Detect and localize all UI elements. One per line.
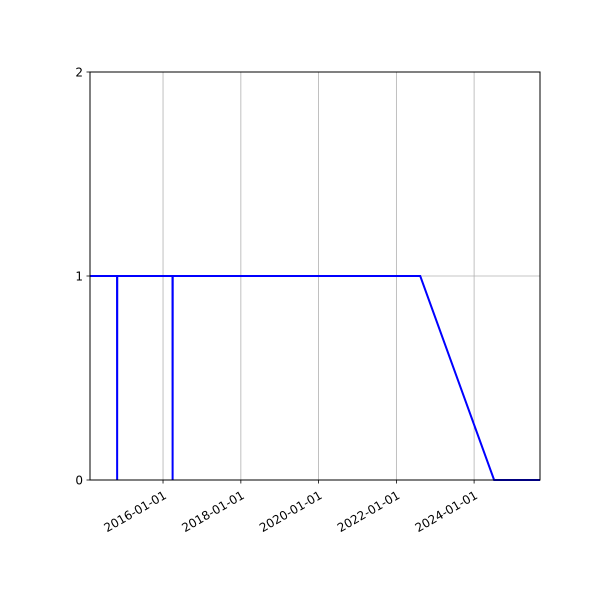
y-tick-label: 1 <box>75 270 83 284</box>
y-tick-label: 0 <box>75 474 83 488</box>
series-line <box>90 275 540 481</box>
x-tick-label: 2024-01-01 <box>413 488 480 535</box>
series-layer <box>90 275 540 481</box>
x-tick-label: 2016-01-01 <box>102 488 169 535</box>
x-tick-label: 2022-01-01 <box>335 488 402 535</box>
y-tick-label: 2 <box>75 66 83 80</box>
x-tick-label: 2018-01-01 <box>179 488 246 535</box>
y-axis: 0 1 2 <box>75 66 90 488</box>
x-axis: 2016-01-01 2018-01-01 2020-01-01 2022-01-01… <box>102 480 480 535</box>
x-tick-label: 2020-01-01 <box>257 488 324 535</box>
